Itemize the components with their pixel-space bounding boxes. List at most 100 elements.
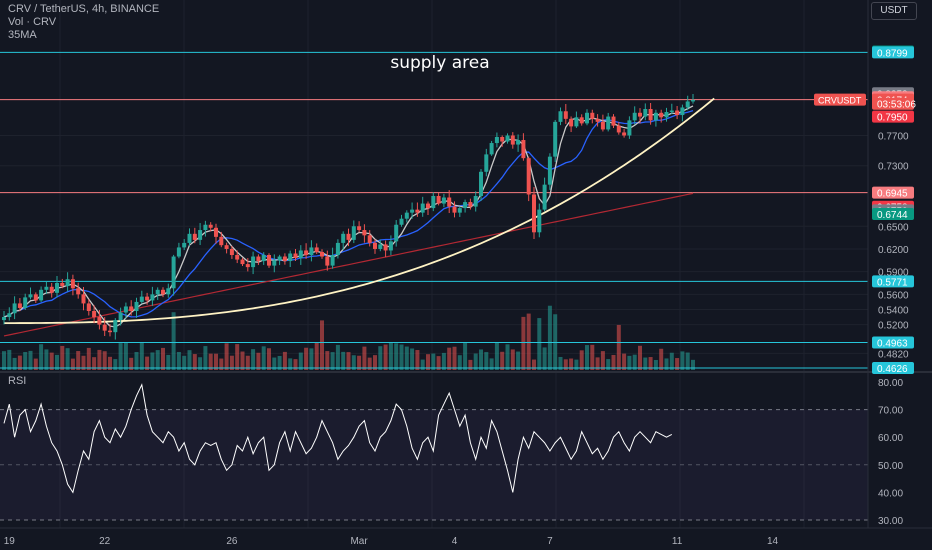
candle-body [680,107,685,116]
candle-body [208,224,213,228]
candle-body [240,259,245,265]
candle-body [426,203,430,209]
candle-body [542,184,547,210]
volume-bar [198,357,203,370]
rsi-tick-label: 80.00 [878,378,903,389]
candle-body [569,118,574,127]
volume-bar [537,318,542,370]
volume-bar [256,352,261,370]
volume-bar [102,351,107,370]
volume-bar [468,359,473,370]
ma-legend: 35MA [8,29,37,41]
candle-body [272,260,277,266]
volume-bar [55,354,59,370]
volume-bar [547,305,552,370]
price-label-text: 0.7950 [877,113,908,124]
price-tick-label: 0.4820 [878,349,909,360]
candle-body [574,117,579,127]
candle-body [537,209,542,233]
volume-bar [632,354,637,370]
volume-bar [378,346,383,370]
volume-bar [171,312,176,370]
price-label-badge [872,97,914,110]
volume-bar [309,348,314,370]
volume-bar [139,342,144,370]
candle-body [81,294,86,304]
volume-bar [569,358,574,370]
price-label-badge [872,275,914,288]
price-tick-label: 0.6500 [878,222,909,233]
volume-bar [134,352,139,370]
volume-bar [659,348,664,370]
volume-bar [176,351,181,370]
candle-body [2,317,6,321]
candle-body [367,235,372,243]
volume-bar [325,351,330,370]
volume-bar [579,350,584,370]
ma-mid-line [3,109,694,318]
candle-body [282,256,287,262]
candle-body [335,242,340,256]
candle-body [12,303,17,314]
volume-bar [65,348,70,370]
candle-body [192,233,197,240]
volume-bar [335,344,340,370]
volume-bar [532,359,536,370]
volume-bar [214,353,218,370]
volume-bar [394,343,399,370]
volume-bar [452,346,457,370]
volume-bar [261,346,266,370]
price-label-text: 03:53:06 [877,100,916,111]
volume-bar [420,359,425,370]
candle-body [351,226,356,240]
volume-bar [240,351,245,370]
volume-bar [320,320,324,370]
volume-bar [463,342,468,370]
volume-bar [161,347,165,370]
candle-body [410,209,415,213]
candle-body [595,118,600,122]
volume-bar [298,352,303,370]
candle-body [49,286,54,293]
candle-body [563,111,568,119]
currency-button[interactable]: USDT [871,2,917,20]
candle-body [484,154,489,172]
volume-bar [113,359,118,370]
candle-body [494,136,499,144]
rsi-tick-label: 70.00 [878,406,903,417]
volume-bar [404,346,409,370]
symbol-tag-text: CRVUSDT [818,96,862,106]
candle-body [65,279,70,287]
candle-body [203,224,208,231]
volume-bar [97,349,102,370]
candle-body [388,241,393,251]
candle-body [325,256,330,266]
volume-bar [616,324,621,370]
candle-body [585,112,589,124]
candle-body [55,283,59,293]
volume-bar [123,342,128,370]
candle-body [187,233,192,243]
candle-body [229,248,234,256]
candle-body [219,236,224,246]
parabolic-curve [3,97,715,324]
rsi-line [3,383,673,494]
volume-bar [145,356,150,370]
candle-body [251,256,256,268]
price-label-text: 0.4626 [877,364,908,375]
candle-body [404,212,409,219]
candle-body [659,112,664,118]
candle-body [224,245,229,249]
volume-bar [521,316,526,370]
volume-bar [627,355,632,370]
candle-body [214,227,218,237]
rsi-tick-label: 40.00 [878,488,903,499]
candle-body [436,196,441,204]
candle-body [139,296,144,302]
volume-bar [500,351,505,370]
candle-body [616,125,621,133]
volume-bar [653,359,658,370]
candle-body [288,253,293,262]
price-tick-label: 0.7300 [878,162,909,173]
